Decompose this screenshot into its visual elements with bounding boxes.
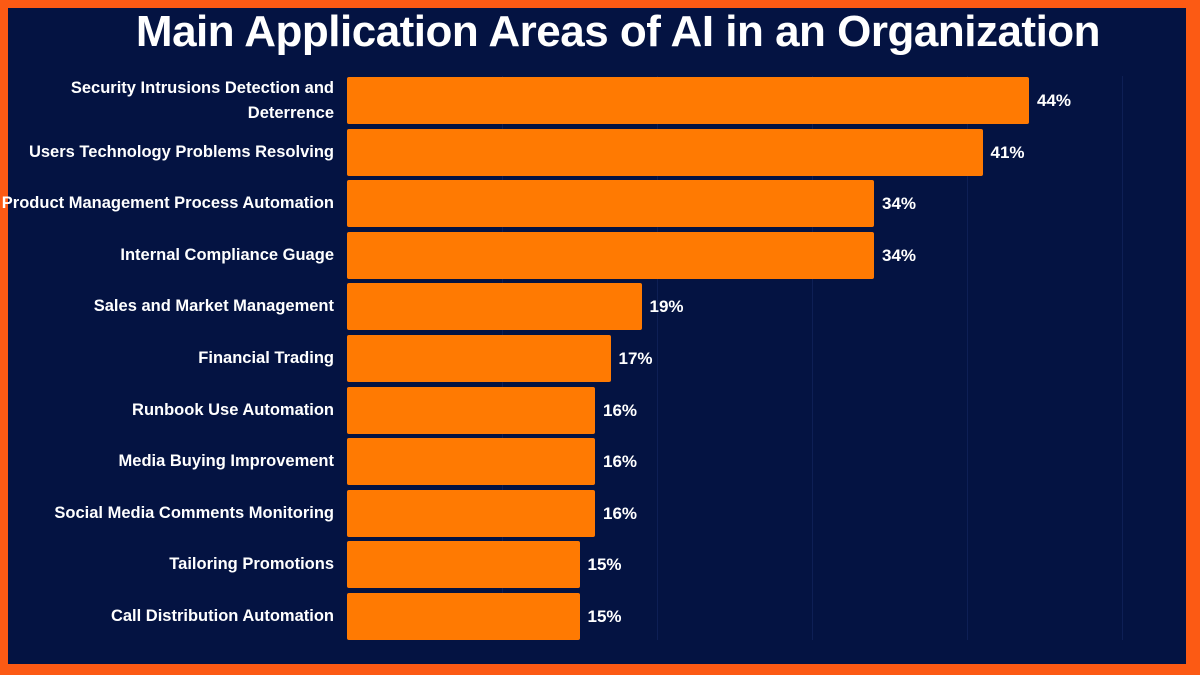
category-label: Financial Trading <box>198 349 334 367</box>
category-label: Security Intrusions Detection and Deterr… <box>70 78 334 122</box>
value-label: 17% <box>618 349 653 368</box>
value-label: 15% <box>587 607 622 626</box>
bar <box>347 387 595 434</box>
bar <box>347 335 611 382</box>
bar <box>347 283 642 330</box>
gridline <box>812 76 813 640</box>
bar <box>347 593 580 640</box>
category-label: Users Technology Problems Resolving <box>28 143 334 161</box>
category-label: Social Media Comments Monitoring <box>54 504 334 522</box>
bar <box>347 232 874 279</box>
category-label: Media Buying Improvement <box>118 452 334 470</box>
gridline <box>1122 76 1123 640</box>
category-label: Call Distribution Automation <box>110 607 334 625</box>
value-label: 34% <box>882 194 917 213</box>
category-label: Tailoring Promotions <box>169 555 334 573</box>
bar <box>347 77 1029 124</box>
gridline <box>657 76 658 640</box>
value-label: 19% <box>649 297 684 316</box>
chart-title: Main Application Areas of AI in an Organ… <box>135 7 1101 56</box>
bar <box>347 438 595 485</box>
category-label: Product Management Process Automation <box>1 194 334 212</box>
value-label: 34% <box>882 246 917 265</box>
value-label: 15% <box>587 555 622 574</box>
bar <box>347 490 595 537</box>
bar <box>347 180 874 227</box>
value-label: 44% <box>1037 91 1072 110</box>
category-label: Runbook Use Automation <box>132 401 334 419</box>
bar <box>347 541 580 588</box>
value-label: 41% <box>990 143 1025 162</box>
bar <box>347 129 983 176</box>
category-label: Sales and Market Management <box>93 297 334 315</box>
category-label: Internal Compliance Guage <box>120 246 334 264</box>
value-label: 16% <box>603 452 638 471</box>
value-label: 16% <box>603 504 638 523</box>
gridline <box>967 76 968 640</box>
value-label: 16% <box>603 401 638 420</box>
